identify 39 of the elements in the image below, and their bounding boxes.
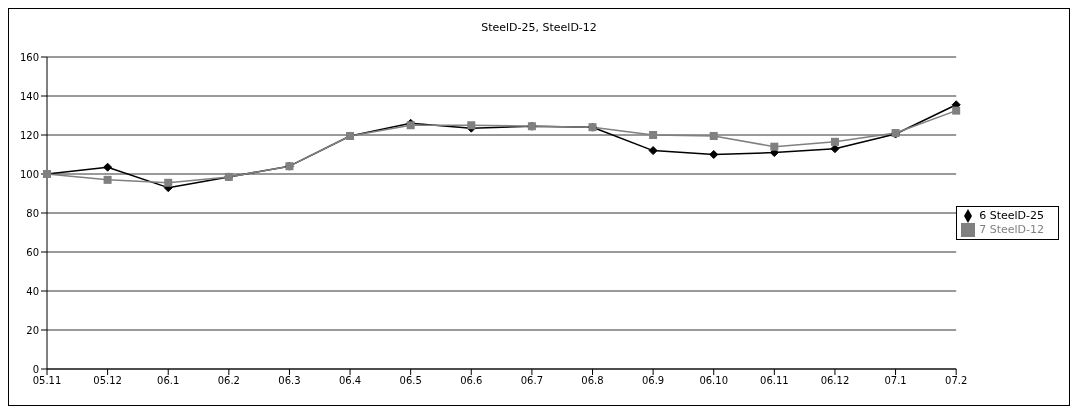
x-tick-label: 05.11 (32, 375, 62, 387)
x-tick-label: 06.1 (157, 375, 180, 387)
x-tick-label: 06.10 (699, 375, 729, 387)
point (649, 131, 658, 139)
y-tick-label: 120 (19, 129, 39, 141)
x-tick-label: 06.4 (338, 375, 362, 387)
x-tick-label: 06.5 (399, 375, 422, 387)
point (770, 142, 779, 151)
x-tick-label: 06.12 (820, 375, 850, 387)
x-tick-label: 06.3 (278, 375, 301, 387)
x-tick-label: 06.2 (217, 375, 240, 387)
x-tick-label: 06.7 (520, 375, 544, 387)
point (103, 175, 112, 184)
y-tick-label: 0 (32, 363, 39, 375)
y-tick-label: 60 (26, 246, 39, 258)
y-tick-label: 160 (19, 51, 39, 63)
x-tick-label: 06.11 (760, 375, 789, 387)
x-tick-label: 06.9 (641, 375, 665, 387)
legend-label: 6 SteelD-25 (979, 209, 1044, 222)
y-tick-label: 140 (19, 90, 39, 102)
y-tick-label: 40 (26, 285, 39, 297)
point (103, 162, 113, 172)
point (709, 150, 719, 159)
point (164, 178, 173, 187)
y-tick-label: 20 (26, 324, 39, 336)
x-tick-label: 07.1 (884, 375, 907, 387)
y-tick-label: 80 (26, 207, 39, 219)
point (830, 144, 840, 154)
point (830, 137, 839, 146)
point (952, 106, 961, 115)
point (648, 146, 658, 156)
chart-title: SteelD-25, SteelD-12 (480, 20, 598, 36)
x-tick-label: 07.2 (945, 375, 968, 387)
legend-label: 7 SteelD-12 (979, 223, 1044, 236)
x-tick-label: 05.12 (93, 375, 122, 387)
x-tick-label: 06.6 (460, 375, 483, 387)
y-tick-label: 100 (19, 168, 39, 180)
x-tick-label: 06.8 (581, 375, 604, 387)
point (709, 131, 718, 140)
